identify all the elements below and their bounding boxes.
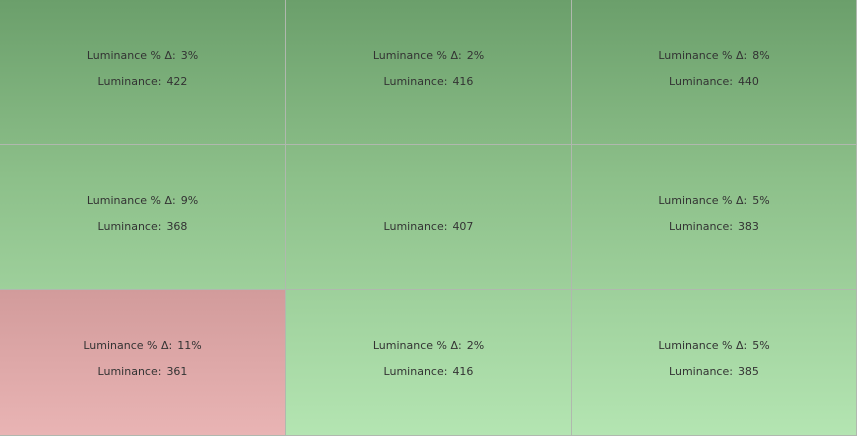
luminance-value: 416 bbox=[452, 365, 474, 378]
delta-line: Luminance % Δ: 5% bbox=[572, 194, 856, 207]
cell: Luminance % Δ: 3% Luminance: 422 bbox=[0, 0, 286, 145]
delta-line: Luminance % Δ: 8% bbox=[572, 49, 856, 62]
luminance-value: 361 bbox=[166, 365, 188, 378]
luminance-label: Luminance: bbox=[669, 219, 733, 233]
luminance-label: Luminance: bbox=[97, 74, 162, 88]
luminance-label: Luminance: bbox=[669, 365, 733, 378]
luminance-value: 422 bbox=[166, 74, 188, 88]
cell: Luminance: 407 bbox=[286, 145, 572, 290]
delta-value: 5% bbox=[752, 339, 770, 352]
luminance-line: Luminance: 368 bbox=[0, 220, 285, 233]
delta-value: 11% bbox=[177, 339, 202, 352]
cell: Luminance % Δ: 2% Luminance: 416 bbox=[286, 0, 572, 145]
delta-value: 9% bbox=[180, 193, 199, 207]
cell: Luminance % Δ: 5% Luminance: 385 bbox=[572, 290, 857, 436]
luminance-label: Luminance: bbox=[383, 365, 448, 378]
delta-value: 3% bbox=[180, 48, 199, 62]
cell: Luminance % Δ: 5% Luminance: 383 bbox=[572, 145, 857, 290]
luminance-value: 416 bbox=[452, 74, 474, 88]
cell: Luminance % Δ: 9% Luminance: 368 bbox=[0, 145, 286, 290]
delta-label: Luminance % Δ: bbox=[658, 339, 748, 352]
luminance-line: Luminance: 383 bbox=[572, 220, 856, 233]
delta-line: Luminance % Δ: 11% bbox=[0, 339, 285, 352]
luminance-value: 383 bbox=[737, 219, 759, 233]
luminance-value: 407 bbox=[452, 219, 474, 233]
cell: Luminance % Δ: 2% Luminance: 416 bbox=[286, 290, 572, 436]
luminance-value: 385 bbox=[737, 365, 759, 378]
delta-line: Luminance % Δ: 9% bbox=[0, 194, 285, 207]
delta-line: Luminance % Δ: 2% bbox=[286, 49, 571, 62]
delta-label: Luminance % Δ: bbox=[86, 193, 176, 207]
delta-line: Luminance % Δ: 2% bbox=[286, 339, 571, 352]
luminance-line: Luminance: 407 bbox=[286, 220, 571, 233]
luminance-line: Luminance: 416 bbox=[286, 75, 571, 88]
delta-value: 8% bbox=[752, 48, 770, 62]
luminance-label: Luminance: bbox=[97, 365, 162, 378]
delta-line: Luminance % Δ: 3% bbox=[0, 49, 285, 62]
luminance-line: Luminance: 361 bbox=[0, 365, 285, 378]
delta-value: 2% bbox=[466, 339, 485, 352]
delta-label: Luminance % Δ: bbox=[658, 48, 748, 62]
delta-label: Luminance % Δ: bbox=[86, 48, 176, 62]
luminance-line: Luminance: 385 bbox=[572, 365, 856, 378]
luminance-label: Luminance: bbox=[97, 219, 162, 233]
delta-label: Luminance % Δ: bbox=[372, 339, 462, 352]
luminance-label: Luminance: bbox=[383, 74, 448, 88]
delta-label: Luminance % Δ: bbox=[658, 193, 748, 207]
luminance-label: Luminance: bbox=[383, 219, 448, 233]
luminance-value: 440 bbox=[737, 74, 759, 88]
cell: Luminance % Δ: 8% Luminance: 440 bbox=[572, 0, 857, 145]
delta-label: Luminance % Δ: bbox=[83, 339, 173, 352]
luminance-label: Luminance: bbox=[669, 74, 733, 88]
luminance-line: Luminance: 422 bbox=[0, 75, 285, 88]
luminance-value: 368 bbox=[166, 219, 188, 233]
luminance-line: Luminance: 440 bbox=[572, 75, 856, 88]
delta-label: Luminance % Δ: bbox=[372, 48, 462, 62]
delta-value: 2% bbox=[466, 48, 485, 62]
delta-line: Luminance % Δ: 5% bbox=[572, 339, 856, 352]
luminance-line: Luminance: 416 bbox=[286, 365, 571, 378]
delta-value: 5% bbox=[752, 193, 770, 207]
cell: Luminance % Δ: 11% Luminance: 361 bbox=[0, 290, 286, 436]
